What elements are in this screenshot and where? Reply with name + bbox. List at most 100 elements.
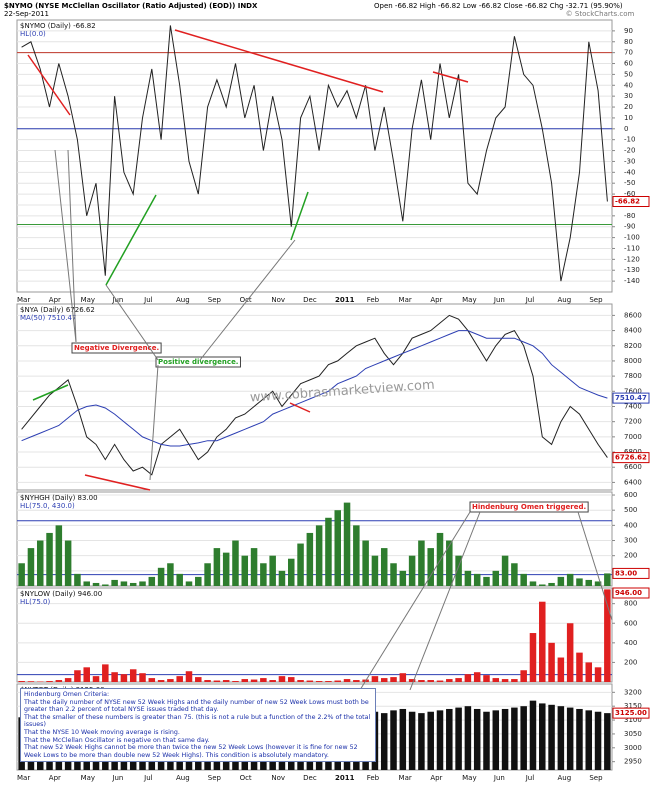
x-tick-label: Sep — [589, 296, 603, 304]
y-tick-label: -10 — [624, 136, 635, 144]
x-tick-label: Nov — [271, 296, 285, 304]
bar — [111, 579, 118, 586]
bar — [380, 713, 388, 770]
bar — [492, 678, 500, 682]
bar — [548, 704, 555, 770]
annotation-box — [155, 356, 241, 368]
x-tick-label: Oct — [240, 296, 252, 304]
bar — [204, 680, 211, 682]
bar — [353, 525, 360, 586]
bar — [250, 548, 258, 586]
bar — [74, 573, 81, 586]
last-value-label: 946.00 — [615, 589, 642, 597]
y-tick-label: 7800 — [624, 372, 642, 380]
y-tick-label: 30 — [624, 92, 633, 100]
x-tick-label: Jul — [143, 296, 153, 304]
x-tick-label: 2011 — [335, 296, 355, 304]
bar — [232, 540, 239, 586]
x-tick-label: Aug — [558, 774, 572, 782]
annotation: Positive divergence. — [158, 358, 238, 366]
annotation-lines — [27, 29, 613, 691]
trend-line — [289, 402, 311, 413]
bar — [46, 532, 53, 586]
bar — [269, 680, 276, 682]
x-tick-label: Dec — [303, 296, 317, 304]
bar — [576, 578, 583, 586]
panel-title: $NYLOW (Daily) 946.00 — [20, 590, 102, 598]
criteria-line: That the daily number of NYSE new 52 Wee… — [24, 698, 369, 714]
y-tick-label: 3100 — [624, 716, 642, 724]
bar — [566, 623, 574, 682]
criteria-box: Hindenburg Omen Criteria: That the daily… — [20, 688, 376, 763]
bar — [129, 669, 137, 682]
x-tick-label: Feb — [367, 774, 380, 782]
bar — [436, 532, 444, 586]
bar — [594, 667, 602, 682]
bar — [585, 579, 593, 586]
last-value-box — [612, 707, 650, 719]
bar — [334, 510, 341, 586]
bar — [520, 670, 527, 682]
bar — [548, 642, 555, 682]
y-tick-label: -20 — [624, 147, 635, 155]
x-tick-label: Feb — [367, 296, 380, 304]
x-tick-label: Apr — [49, 296, 61, 304]
bar — [297, 680, 304, 682]
header-title: $NYMO (NYSE McClellan Oscillator (Ratio … — [4, 2, 258, 10]
bar — [418, 540, 425, 586]
y-tick-label: 7000 — [624, 433, 642, 441]
bar — [585, 662, 593, 682]
bar — [380, 678, 388, 682]
bar — [548, 582, 555, 586]
y-tick-label: 300 — [624, 537, 637, 545]
annotation: Hindenburg Omen triggered. — [472, 503, 586, 511]
bar — [306, 532, 314, 586]
y-tick-label: 6800 — [624, 448, 642, 456]
last-value-box — [612, 567, 650, 579]
x-tick-label: Dec — [303, 774, 317, 782]
x-tick-label: Apr — [430, 774, 442, 782]
bar — [315, 525, 323, 586]
bar — [139, 673, 146, 682]
bar — [576, 652, 583, 682]
annotation: Negative Divergence. — [74, 344, 159, 352]
bar — [18, 681, 25, 682]
bar — [576, 708, 583, 770]
bar — [222, 680, 230, 682]
panel-title: $NYMO (Daily) -66.82 — [20, 22, 96, 30]
bar — [520, 573, 527, 586]
y-tick-label: 40 — [624, 81, 633, 89]
bar — [92, 676, 100, 682]
y-tick-label: -40 — [624, 168, 635, 176]
bar — [148, 576, 156, 586]
bar — [204, 563, 211, 586]
bar — [520, 706, 527, 770]
y-tick-label: -60 — [624, 190, 635, 198]
bar — [325, 681, 332, 682]
bar — [232, 681, 239, 682]
bar — [222, 552, 230, 586]
bar — [185, 671, 193, 682]
x-tick-label: Mar — [399, 296, 412, 304]
x-tick-label: Jun — [111, 296, 123, 304]
series-line — [21, 330, 608, 447]
bar — [213, 680, 221, 682]
bar — [102, 584, 109, 586]
bar — [557, 576, 565, 586]
y-tick-label: -130 — [624, 266, 640, 274]
bar — [46, 681, 53, 682]
bar — [64, 540, 72, 586]
bar — [399, 570, 407, 586]
bar — [260, 678, 267, 682]
bar — [36, 540, 44, 586]
bar — [501, 679, 509, 682]
bar — [436, 680, 444, 682]
bar — [408, 679, 416, 682]
bar — [529, 581, 537, 586]
bar — [288, 677, 295, 682]
bar — [473, 672, 481, 682]
bar — [288, 558, 295, 586]
y-tick-label: 0 — [624, 125, 628, 133]
y-tick-label: 600 — [624, 619, 637, 627]
bar — [111, 672, 118, 682]
